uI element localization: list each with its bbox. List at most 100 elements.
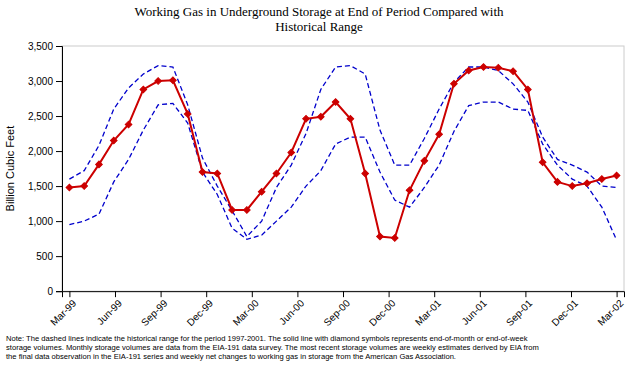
- x-tick-mark: [480, 291, 481, 297]
- x-tick-mark: [297, 291, 298, 297]
- marker: [332, 99, 339, 106]
- marker: [229, 207, 236, 214]
- marker: [125, 121, 132, 128]
- y-tick: 1,500: [28, 181, 62, 192]
- y-tick-mark: [56, 116, 62, 117]
- x-tick: Sep-01: [504, 291, 535, 328]
- x-tick-mark: [617, 291, 618, 297]
- x-tick-mark: [343, 291, 344, 297]
- marker: [303, 116, 310, 123]
- x-tick: Dec-00: [367, 291, 398, 328]
- marker: [66, 184, 73, 191]
- y-tick: 0: [47, 286, 62, 297]
- y-tick-mark: [56, 151, 62, 152]
- marker: [96, 161, 103, 168]
- plot-frame: [62, 46, 624, 291]
- x-tick-label: Mar-99: [48, 297, 78, 327]
- marker: [421, 158, 428, 165]
- marker: [436, 131, 443, 138]
- marker: [465, 67, 472, 74]
- x-tick: Mar-02: [595, 291, 625, 328]
- marker: [170, 77, 177, 84]
- x-tick-label: Mar-01: [413, 297, 443, 327]
- y-tick: 500: [36, 251, 62, 262]
- marker: [81, 183, 88, 190]
- series-line: [69, 66, 616, 237]
- marker: [244, 207, 251, 214]
- x-axis-line: [63, 292, 625, 298]
- y-tick-label: 2,500: [28, 111, 53, 122]
- marker: [480, 64, 487, 71]
- y-tick: 3,000: [28, 76, 62, 87]
- y-axis: 0 500 1,000 1,500 2,000 2,500 3,000 3,500: [28, 41, 63, 297]
- x-tick-label: Dec-01: [549, 297, 580, 328]
- y-tick: 2,000: [28, 146, 62, 157]
- x-tick-mark: [389, 291, 390, 297]
- marker: [569, 183, 576, 190]
- plot: 0 500 1,000 1,500 2,000 2,500 3,000 3,500 Mar-99…: [28, 41, 626, 328]
- x-tick: Dec-99: [185, 291, 216, 328]
- y-tick-mark: [56, 81, 62, 82]
- x-tick-label: Sep-99: [139, 297, 170, 328]
- y-tick-label: 3,500: [28, 41, 53, 52]
- y-axis-line: [56, 47, 63, 292]
- x-tick: Sep-99: [139, 291, 170, 328]
- y-tick-mark: [56, 46, 62, 47]
- x-tick: Dec-01: [549, 291, 580, 328]
- marker: [110, 137, 117, 144]
- x-tick-mark: [434, 291, 435, 297]
- x-tick-label: Jun-01: [459, 297, 489, 327]
- marker: [258, 188, 265, 195]
- x-tick-mark: [252, 291, 253, 297]
- x-tick: Mar-99: [48, 291, 78, 328]
- x-tick-label: Mar-00: [231, 297, 261, 327]
- x-tick-label: Sep-01: [504, 297, 535, 328]
- x-tick-label: Jun-99: [95, 297, 125, 327]
- marker: [377, 233, 384, 240]
- x-tick-mark: [525, 291, 526, 297]
- series-line: [69, 67, 616, 238]
- x-tick-mark: [571, 291, 572, 297]
- y-tick-label: 2,000: [28, 146, 53, 157]
- y-tick-mark: [56, 256, 62, 257]
- x-tick: Jun-00: [277, 291, 307, 327]
- markers: [66, 64, 620, 242]
- marker: [347, 116, 354, 123]
- marker: [584, 180, 591, 187]
- x-tick-mark: [161, 291, 162, 297]
- marker: [199, 169, 206, 176]
- marker: [273, 170, 280, 177]
- marker: [554, 179, 561, 186]
- marker: [510, 68, 517, 75]
- x-tick-mark: [69, 291, 70, 297]
- x-axis: Mar-99 Jun-99 Sep-99 Dec-99 Mar-00 Jun-00 Sep-…: [48, 291, 626, 328]
- y-tick: 2,500: [28, 111, 62, 122]
- marker: [495, 64, 502, 71]
- marks: [66, 64, 620, 242]
- note: Note: The dashed lines indicate the hist…: [6, 334, 539, 361]
- marker: [288, 149, 295, 156]
- y-tick-label: 1,500: [28, 181, 53, 192]
- marker: [525, 86, 532, 93]
- y-tick-label: 0: [47, 286, 53, 297]
- marker: [317, 113, 324, 120]
- marker: [184, 111, 191, 118]
- y-tick-label: 500: [36, 251, 53, 262]
- marker: [598, 176, 605, 183]
- x-tick: Sep-00: [321, 291, 352, 328]
- marker: [406, 187, 413, 194]
- x-tick-label: Mar-02: [595, 297, 625, 327]
- title: Working Gas in Underground Storage at En…: [134, 4, 504, 34]
- x-tick-label: Sep-00: [321, 297, 352, 328]
- y-tick-label: 1,000: [28, 216, 53, 227]
- chart: Working Gas in Underground Storage at En…: [0, 0, 638, 365]
- y-tick: 3,500: [28, 41, 62, 52]
- x-tick-label: Jun-00: [277, 297, 307, 327]
- y-tick-mark: [56, 186, 62, 187]
- marker: [451, 81, 458, 88]
- x-tick: Mar-01: [413, 291, 443, 328]
- x-tick: Mar-00: [231, 291, 261, 328]
- y-tick-mark: [56, 221, 62, 222]
- y-tick-label: 3,000: [28, 76, 53, 87]
- x-tick-mark: [206, 291, 207, 297]
